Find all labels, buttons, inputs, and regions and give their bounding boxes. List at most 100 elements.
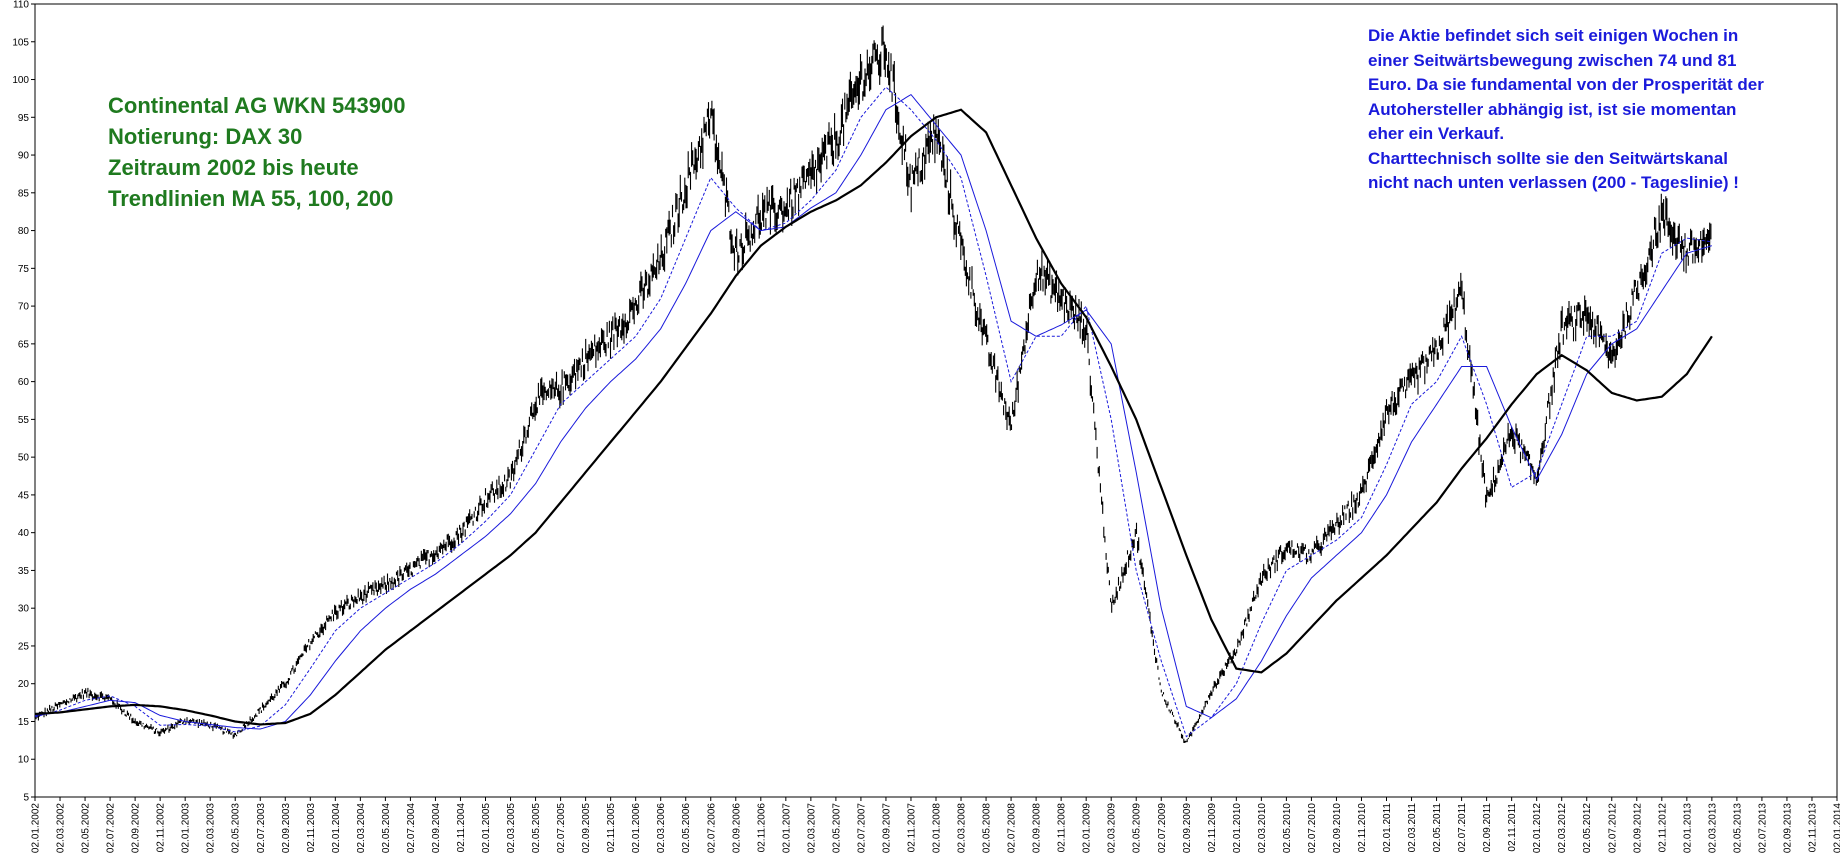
- x-tick-label: 02.05.2004: [381, 803, 392, 853]
- y-tick-label: 55: [18, 415, 30, 426]
- y-tick-label: 10: [18, 755, 30, 766]
- comment-line: einer Seitwärtsbewegung zwischen 74 und …: [1368, 50, 1737, 70]
- ma200-line: [34, 108, 1713, 726]
- x-tick-label: 02.07.2006: [706, 803, 717, 853]
- axis-layer: 5 10 15 20 25 30 35 40 45 50 55 60 65 70 75 80 85 90 95 100…: [12, 0, 1840, 853]
- x-tick-label: 02.11.2011: [1507, 803, 1518, 852]
- ma100-line: [34, 93, 1713, 730]
- x-tick-label: 02.09.2012: [1632, 803, 1643, 853]
- comment-line: eher ein Verkauf.: [1368, 124, 1505, 143]
- x-tick-label: 02.09.2006: [731, 803, 742, 853]
- x-tick-label: 02.07.2003: [256, 803, 267, 853]
- x-tick-label: 02.07.2013: [1757, 803, 1768, 853]
- x-tick-label: 02.11.2007: [906, 803, 917, 853]
- x-tick-label: 02.11.2013: [1807, 803, 1818, 853]
- x-tick-label: 02.07.2008: [1007, 803, 1018, 853]
- x-tick-label: 02.11.2002: [156, 803, 167, 853]
- x-tick-label: 02.03.2002: [56, 803, 67, 853]
- x-tick-label: 02.07.2004: [406, 803, 417, 853]
- x-tick-label: 02.01.2012: [1532, 803, 1543, 853]
- y-tick-label: 100: [12, 75, 29, 86]
- y-tick-label: 5: [23, 793, 29, 804]
- y-tick-label: 95: [18, 113, 30, 124]
- x-tick-label: 02.05.2009: [1132, 803, 1143, 853]
- x-tick-label: 02.11.2012: [1657, 803, 1668, 853]
- y-tick-label: 30: [18, 604, 30, 615]
- info-annotation: Continental AG WKN 543900 Notierung: DAX…: [108, 90, 405, 214]
- y-tick-label: 50: [18, 453, 30, 464]
- ma-series: [34, 86, 1712, 738]
- x-tick-label: 02.11.2004: [456, 803, 467, 853]
- y-tick-label: 25: [18, 641, 30, 652]
- x-tick-label: 02.03.2005: [506, 803, 517, 853]
- y-tick-label: 45: [18, 490, 30, 501]
- x-tick-label: 02.05.2002: [81, 803, 92, 853]
- x-tick-label: 02.05.2006: [681, 803, 692, 853]
- y-tick-label: 15: [18, 717, 30, 728]
- x-tick-label: 02.01.2010: [1232, 803, 1243, 853]
- y-tick-label: 60: [18, 377, 30, 388]
- x-tick-label: 02.11.2006: [756, 803, 767, 853]
- x-tick-label: 02.01.2008: [932, 803, 943, 853]
- x-tick-label: 02.11.2008: [1057, 803, 1068, 853]
- x-tick-label: 02.01.2007: [781, 803, 792, 853]
- x-tick-label: 02.05.2011: [1432, 803, 1443, 853]
- x-tick-label: 02.03.2011: [1407, 803, 1418, 853]
- x-tick-label: 02.05.2010: [1282, 803, 1293, 853]
- x-tick-label: 02.09.2004: [431, 803, 442, 853]
- x-tick-label: 02.03.2007: [806, 803, 817, 853]
- x-tick-label: 02.03.2012: [1557, 803, 1568, 853]
- x-tick-label: 02.11.2005: [606, 803, 617, 853]
- info-line-period: Zeitraum 2002 bis heute: [108, 155, 359, 180]
- x-tick-label: 02.09.2008: [1032, 803, 1043, 853]
- x-tick-label: 02.03.2004: [356, 803, 367, 853]
- x-tick-label: 02.03.2013: [1707, 803, 1718, 853]
- ma55-line: [34, 86, 1712, 738]
- x-tick-label: 02.11.2010: [1357, 803, 1368, 853]
- comment-line: nicht nach unten verlassen (200 - Tagesl…: [1368, 173, 1739, 192]
- x-tick-label: 02.07.2002: [106, 803, 117, 853]
- x-tick-label: 02.05.2003: [231, 803, 242, 853]
- x-tick-label: 02.09.2011: [1482, 803, 1493, 853]
- x-tick-label: 02.07.2005: [556, 803, 567, 853]
- x-tick-label: 02.09.2005: [581, 803, 592, 853]
- x-tick-label: 02.05.2012: [1582, 803, 1593, 853]
- y-tick-label: 40: [18, 528, 30, 539]
- info-line-trendlines: Trendlinien MA 55, 100, 200: [108, 186, 394, 211]
- comment-line: Autohersteller abhängig ist, ist sie mom…: [1368, 99, 1737, 119]
- x-tick-label: 02.07.2011: [1457, 803, 1468, 853]
- x-tick-label: 02.03.2008: [957, 803, 968, 853]
- x-tick-label: 02.05.2005: [531, 803, 542, 853]
- x-tick-label: 02.07.2010: [1307, 803, 1318, 853]
- info-line-listing: Notierung: DAX 30: [108, 124, 303, 149]
- x-tick-label: 02.11.2009: [1207, 803, 1218, 853]
- x-tick-label: 02.09.2013: [1782, 803, 1793, 853]
- x-tick-label: 02.09.2010: [1332, 803, 1343, 853]
- series-layer: [34, 25, 1713, 743]
- x-tick-label: 02.05.2007: [831, 803, 842, 853]
- x-tick-label: 02.03.2010: [1257, 803, 1268, 853]
- x-tick-label: 02.01.2005: [481, 803, 492, 853]
- x-tick-label: 02.01.2009: [1082, 803, 1093, 853]
- x-tick-label: 02.05.2013: [1732, 803, 1743, 853]
- info-line-title: Continental AG WKN 543900: [108, 93, 406, 118]
- y-tick-label: 65: [18, 339, 30, 350]
- y-tick-label: 105: [12, 37, 29, 48]
- y-tick-label: 110: [13, 0, 29, 11]
- comment-annotation: Die Aktie befindet sich seit einigen Woc…: [1368, 24, 1838, 196]
- y-tick-label: 35: [18, 566, 30, 577]
- x-tick-label: 02.01.2011: [1382, 803, 1393, 853]
- x-tick-label: 02.05.2008: [982, 803, 993, 853]
- x-tick-label: 02.03.2003: [206, 803, 217, 853]
- y-tick-label: 80: [18, 226, 30, 237]
- comment-line: Charttechnisch sollte sie den Seitwärtsk…: [1368, 148, 1728, 168]
- y-tick-label: 70: [18, 302, 30, 313]
- x-tick-label: 02.01.2014: [1833, 803, 1840, 853]
- y-tick-label: 85: [18, 188, 30, 199]
- y-tick-label: 90: [18, 151, 30, 162]
- x-tick-label: 02.01.2006: [631, 803, 642, 853]
- x-tick-label: 02.09.2002: [131, 803, 142, 853]
- x-tick-label: 02.01.2002: [31, 803, 42, 853]
